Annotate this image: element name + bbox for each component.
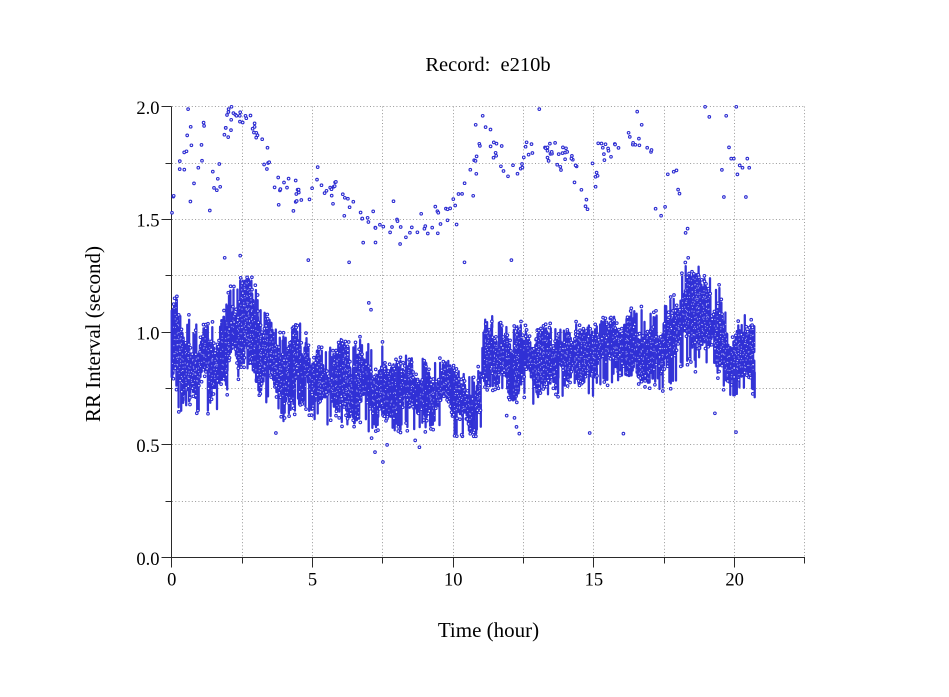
svg-text:1.5: 1.5 [136,212,159,232]
svg-text:Time (hour): Time (hour) [438,618,539,642]
svg-text:0.5: 0.5 [136,437,159,457]
svg-text:Record: e210b: Record: e210b [425,54,550,76]
svg-text:RR Interval (second): RR Interval (second) [81,246,105,422]
svg-text:5: 5 [308,571,317,591]
svg-text:0: 0 [167,571,176,591]
svg-text:1.0: 1.0 [136,324,159,344]
svg-text:0.0: 0.0 [136,550,159,570]
svg-text:2.0: 2.0 [136,99,159,119]
svg-text:20: 20 [725,571,744,591]
svg-text:10: 10 [444,571,463,591]
svg-text:15: 15 [585,571,604,591]
